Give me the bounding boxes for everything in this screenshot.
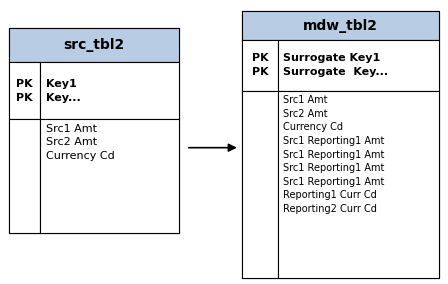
Text: src_tbl2: src_tbl2: [64, 38, 125, 53]
Text: Src1 Amt
Src2 Amt
Currency Cd
Src1 Reporting1 Amt
Src1 Reporting1 Amt
Src1 Repor: Src1 Amt Src2 Amt Currency Cd Src1 Repor…: [283, 95, 384, 214]
Text: Surrogate Key1
Surrogate  Key...: Surrogate Key1 Surrogate Key...: [283, 53, 388, 77]
Bar: [242, 40, 278, 91]
Bar: [9, 62, 40, 119]
Bar: [40, 62, 179, 119]
Bar: [278, 40, 439, 91]
Bar: [9, 119, 40, 233]
Bar: [242, 11, 439, 278]
Text: PK
PK: PK PK: [16, 79, 33, 103]
Text: Src1 Amt
Src2 Amt
Currency Cd: Src1 Amt Src2 Amt Currency Cd: [46, 124, 114, 161]
Bar: [9, 28, 179, 62]
Bar: [9, 28, 179, 233]
Bar: [242, 11, 439, 40]
Bar: [242, 91, 278, 278]
Text: Key1
Key...: Key1 Key...: [46, 79, 81, 103]
Bar: [40, 119, 179, 233]
Text: mdw_tbl2: mdw_tbl2: [303, 18, 378, 33]
Bar: [278, 91, 439, 278]
Text: PK
PK: PK PK: [251, 53, 268, 77]
